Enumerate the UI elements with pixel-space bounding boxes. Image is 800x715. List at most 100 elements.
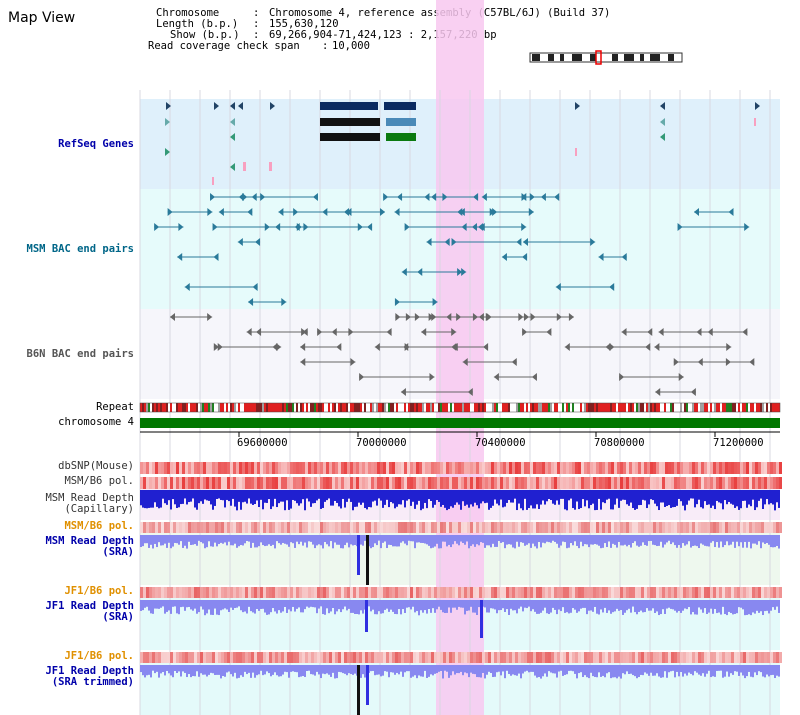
depth-bar bbox=[224, 600, 226, 609]
depth-bar bbox=[298, 600, 300, 608]
depth-bar bbox=[654, 535, 656, 546]
depth-bar bbox=[178, 535, 180, 545]
bac-end bbox=[522, 238, 528, 246]
depth-bar bbox=[322, 600, 324, 615]
depth-bar bbox=[140, 535, 142, 548]
repeat-segment bbox=[704, 403, 706, 412]
heat-cell bbox=[776, 587, 779, 598]
heat-cell bbox=[710, 477, 713, 489]
heat-cell bbox=[476, 587, 479, 598]
repeat-segment bbox=[424, 403, 426, 412]
depth-bar bbox=[286, 535, 288, 545]
heat-cell bbox=[380, 462, 383, 474]
repeat-segment bbox=[694, 403, 696, 412]
repeat-segment bbox=[222, 403, 224, 412]
depth-bar bbox=[248, 665, 250, 673]
heat-cell bbox=[317, 652, 320, 663]
heat-cell bbox=[434, 522, 437, 533]
heat-cell bbox=[770, 522, 773, 533]
depth-bar bbox=[172, 490, 174, 500]
depth-bar bbox=[422, 665, 424, 677]
depth-bar bbox=[216, 600, 218, 615]
depth-bar bbox=[768, 490, 770, 505]
depth-bar bbox=[702, 490, 704, 509]
repeat-segment bbox=[498, 403, 500, 412]
heat-cell bbox=[671, 652, 674, 663]
heat-cell bbox=[569, 652, 572, 663]
depth-bar bbox=[240, 490, 242, 510]
coverage-value: 10,000 bbox=[332, 40, 370, 52]
depth-bar bbox=[650, 600, 652, 611]
heat-cell bbox=[383, 522, 386, 533]
repeat-segment bbox=[700, 403, 702, 412]
gene-arrow bbox=[165, 118, 170, 126]
depth-bar bbox=[492, 490, 494, 506]
repeat-segment bbox=[696, 403, 698, 412]
depth-bar bbox=[326, 535, 328, 545]
depth-bar bbox=[196, 535, 198, 546]
heat-cell bbox=[749, 477, 752, 489]
heat-cell bbox=[449, 587, 452, 598]
heat-cell bbox=[356, 587, 359, 598]
repeat-segment bbox=[618, 403, 620, 412]
depth-bar bbox=[618, 665, 620, 677]
heat-cell bbox=[224, 587, 227, 598]
heat-cell bbox=[515, 462, 518, 474]
heat-cell bbox=[677, 477, 680, 489]
heat-cell bbox=[293, 522, 296, 533]
heat-cell bbox=[452, 477, 455, 489]
depth-bar bbox=[264, 665, 266, 675]
depth-bar bbox=[374, 600, 376, 615]
depth-bar bbox=[774, 600, 776, 610]
repeat-segment bbox=[278, 403, 280, 412]
depth-bar bbox=[668, 665, 670, 673]
heat-cell bbox=[368, 522, 371, 533]
heat-cell bbox=[200, 477, 203, 489]
heat-cell bbox=[260, 462, 263, 474]
depth-bar bbox=[612, 490, 614, 510]
depth-bar bbox=[666, 665, 668, 678]
bac-end bbox=[210, 193, 216, 201]
depth-bar bbox=[768, 600, 770, 614]
repeat-segment bbox=[462, 403, 464, 412]
depth-bar bbox=[324, 535, 326, 543]
heat-cell bbox=[458, 587, 461, 598]
heat-cell bbox=[326, 652, 329, 663]
heat-cell bbox=[338, 587, 341, 598]
depth-bar bbox=[606, 600, 608, 613]
repeat-segment bbox=[718, 403, 720, 412]
heat-cell bbox=[716, 522, 719, 533]
depth-bar bbox=[650, 665, 652, 673]
heat-cell bbox=[740, 462, 743, 474]
depth-bar bbox=[700, 665, 702, 676]
heat-cell bbox=[323, 652, 326, 663]
heat-cell bbox=[521, 462, 524, 474]
heat-cell bbox=[701, 477, 704, 489]
depth-bar bbox=[486, 535, 488, 546]
heat-cell bbox=[221, 477, 224, 489]
heat-cell bbox=[749, 652, 752, 663]
depth-bar bbox=[160, 535, 162, 546]
heat-cell bbox=[311, 587, 314, 598]
axis-tick-label: 69600000 bbox=[237, 437, 288, 449]
depth-bar bbox=[220, 535, 222, 543]
depth-bar bbox=[308, 665, 310, 671]
depth-bar bbox=[690, 535, 692, 548]
repeat-segment bbox=[588, 403, 590, 412]
heat-cell bbox=[224, 477, 227, 489]
heat-cell bbox=[518, 587, 521, 598]
heat-cell bbox=[155, 462, 158, 474]
depth-bar bbox=[334, 600, 336, 615]
depth-bar bbox=[144, 490, 146, 509]
depth-bar bbox=[698, 535, 700, 549]
depth-bar bbox=[274, 535, 276, 549]
depth-bar bbox=[682, 490, 684, 506]
heat-cell bbox=[359, 477, 362, 489]
ideogram-band bbox=[572, 54, 582, 61]
depth-bar bbox=[158, 600, 160, 609]
depth-bar bbox=[404, 665, 406, 673]
depth-bar bbox=[476, 490, 478, 506]
depth-bar bbox=[342, 490, 344, 499]
depth-bar bbox=[712, 490, 714, 506]
